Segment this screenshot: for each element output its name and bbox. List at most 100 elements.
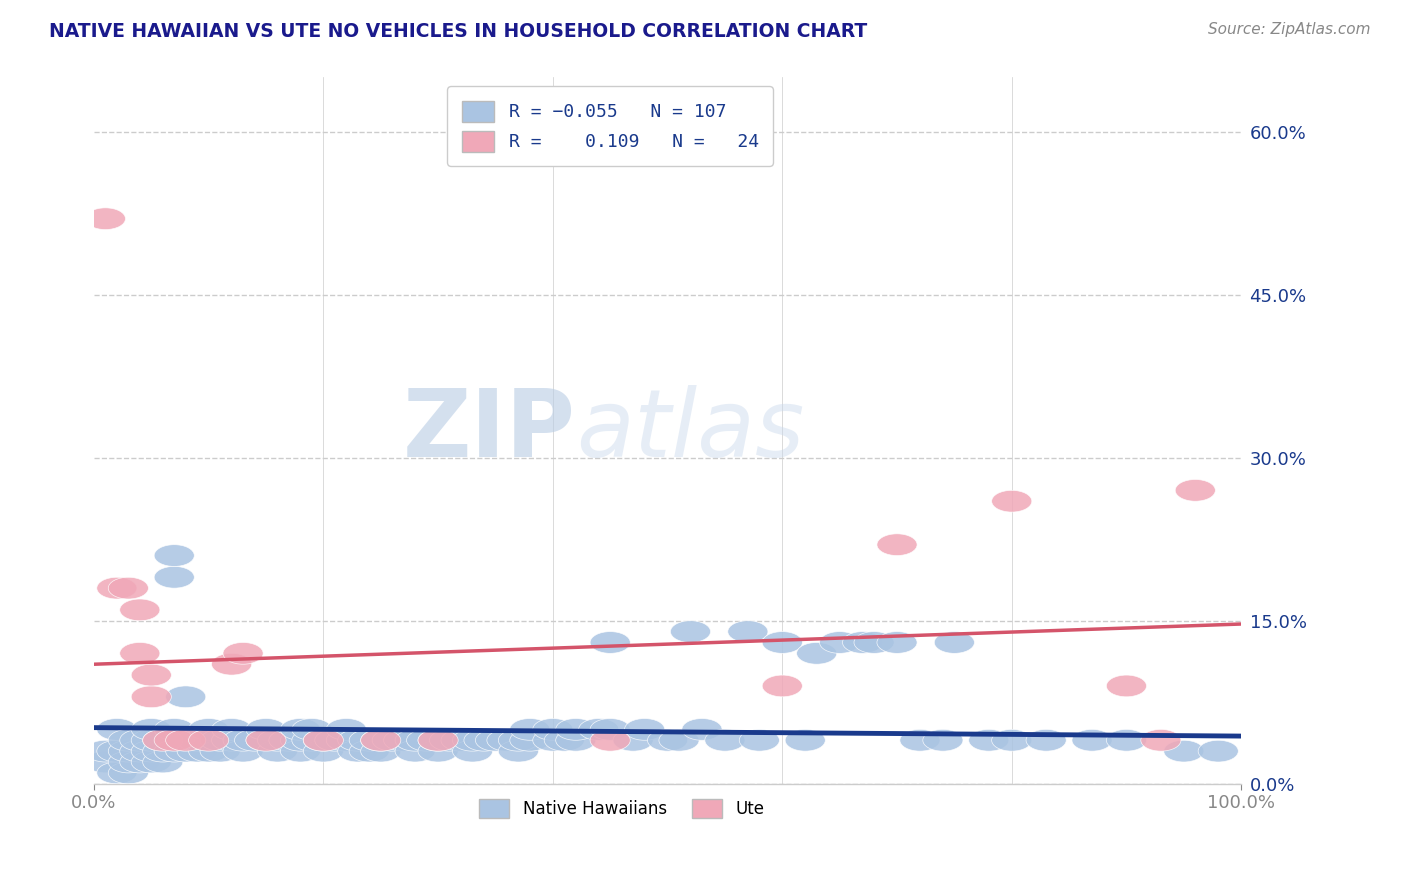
Ellipse shape [418, 740, 458, 762]
Ellipse shape [280, 730, 321, 751]
Ellipse shape [429, 730, 470, 751]
Ellipse shape [257, 730, 298, 751]
Ellipse shape [211, 730, 252, 751]
Ellipse shape [969, 730, 1010, 751]
Ellipse shape [418, 730, 458, 751]
Ellipse shape [188, 730, 229, 751]
Ellipse shape [704, 730, 745, 751]
Ellipse shape [166, 686, 205, 707]
Ellipse shape [155, 730, 194, 751]
Ellipse shape [498, 740, 538, 762]
Ellipse shape [166, 730, 205, 751]
Ellipse shape [728, 621, 768, 642]
Ellipse shape [166, 740, 205, 762]
Ellipse shape [97, 762, 136, 784]
Ellipse shape [120, 751, 160, 772]
Ellipse shape [108, 751, 149, 772]
Ellipse shape [200, 730, 240, 751]
Ellipse shape [797, 642, 837, 665]
Ellipse shape [224, 740, 263, 762]
Ellipse shape [304, 740, 343, 762]
Ellipse shape [406, 730, 447, 751]
Ellipse shape [108, 730, 149, 751]
Text: Source: ZipAtlas.com: Source: ZipAtlas.com [1208, 22, 1371, 37]
Ellipse shape [120, 599, 160, 621]
Ellipse shape [624, 719, 665, 740]
Ellipse shape [1175, 480, 1215, 501]
Ellipse shape [211, 719, 252, 740]
Ellipse shape [120, 642, 160, 665]
Ellipse shape [155, 545, 194, 566]
Ellipse shape [1107, 730, 1146, 751]
Text: ZIP: ZIP [404, 384, 576, 476]
Ellipse shape [464, 730, 505, 751]
Ellipse shape [820, 632, 859, 653]
Ellipse shape [935, 632, 974, 653]
Ellipse shape [671, 621, 710, 642]
Ellipse shape [131, 665, 172, 686]
Ellipse shape [453, 730, 492, 751]
Ellipse shape [177, 730, 218, 751]
Ellipse shape [304, 730, 343, 751]
Ellipse shape [1140, 730, 1181, 751]
Ellipse shape [142, 751, 183, 772]
Ellipse shape [246, 719, 285, 740]
Ellipse shape [257, 740, 298, 762]
Ellipse shape [900, 730, 941, 751]
Ellipse shape [475, 730, 516, 751]
Ellipse shape [740, 730, 779, 751]
Ellipse shape [659, 730, 699, 751]
Ellipse shape [991, 730, 1032, 751]
Ellipse shape [131, 686, 172, 707]
Ellipse shape [188, 740, 229, 762]
Ellipse shape [188, 719, 229, 740]
Ellipse shape [361, 730, 401, 751]
Ellipse shape [361, 740, 401, 762]
Ellipse shape [97, 577, 136, 599]
Ellipse shape [86, 740, 125, 762]
Ellipse shape [235, 730, 274, 751]
Ellipse shape [1026, 730, 1066, 751]
Ellipse shape [337, 730, 378, 751]
Ellipse shape [785, 730, 825, 751]
Ellipse shape [842, 632, 883, 653]
Ellipse shape [337, 740, 378, 762]
Ellipse shape [246, 730, 285, 751]
Ellipse shape [579, 719, 619, 740]
Ellipse shape [591, 730, 630, 751]
Ellipse shape [131, 751, 172, 772]
Ellipse shape [441, 730, 481, 751]
Ellipse shape [108, 577, 149, 599]
Ellipse shape [395, 740, 436, 762]
Ellipse shape [224, 730, 263, 751]
Ellipse shape [533, 730, 572, 751]
Ellipse shape [453, 740, 492, 762]
Ellipse shape [120, 730, 160, 751]
Ellipse shape [142, 730, 183, 751]
Text: atlas: atlas [576, 385, 804, 476]
Ellipse shape [1198, 740, 1239, 762]
Ellipse shape [131, 740, 172, 762]
Ellipse shape [877, 533, 917, 556]
Ellipse shape [280, 740, 321, 762]
Ellipse shape [1107, 675, 1146, 697]
Ellipse shape [246, 730, 285, 751]
Ellipse shape [304, 730, 343, 751]
Ellipse shape [280, 719, 321, 740]
Legend: Native Hawaiians, Ute: Native Hawaiians, Ute [472, 792, 770, 825]
Ellipse shape [395, 730, 436, 751]
Ellipse shape [315, 730, 354, 751]
Ellipse shape [1164, 740, 1204, 762]
Ellipse shape [349, 740, 389, 762]
Ellipse shape [613, 730, 654, 751]
Ellipse shape [131, 730, 172, 751]
Ellipse shape [555, 719, 596, 740]
Ellipse shape [853, 632, 894, 653]
Ellipse shape [326, 719, 367, 740]
Ellipse shape [591, 632, 630, 653]
Ellipse shape [486, 730, 527, 751]
Ellipse shape [120, 740, 160, 762]
Ellipse shape [533, 719, 572, 740]
Ellipse shape [86, 208, 125, 229]
Ellipse shape [292, 719, 332, 740]
